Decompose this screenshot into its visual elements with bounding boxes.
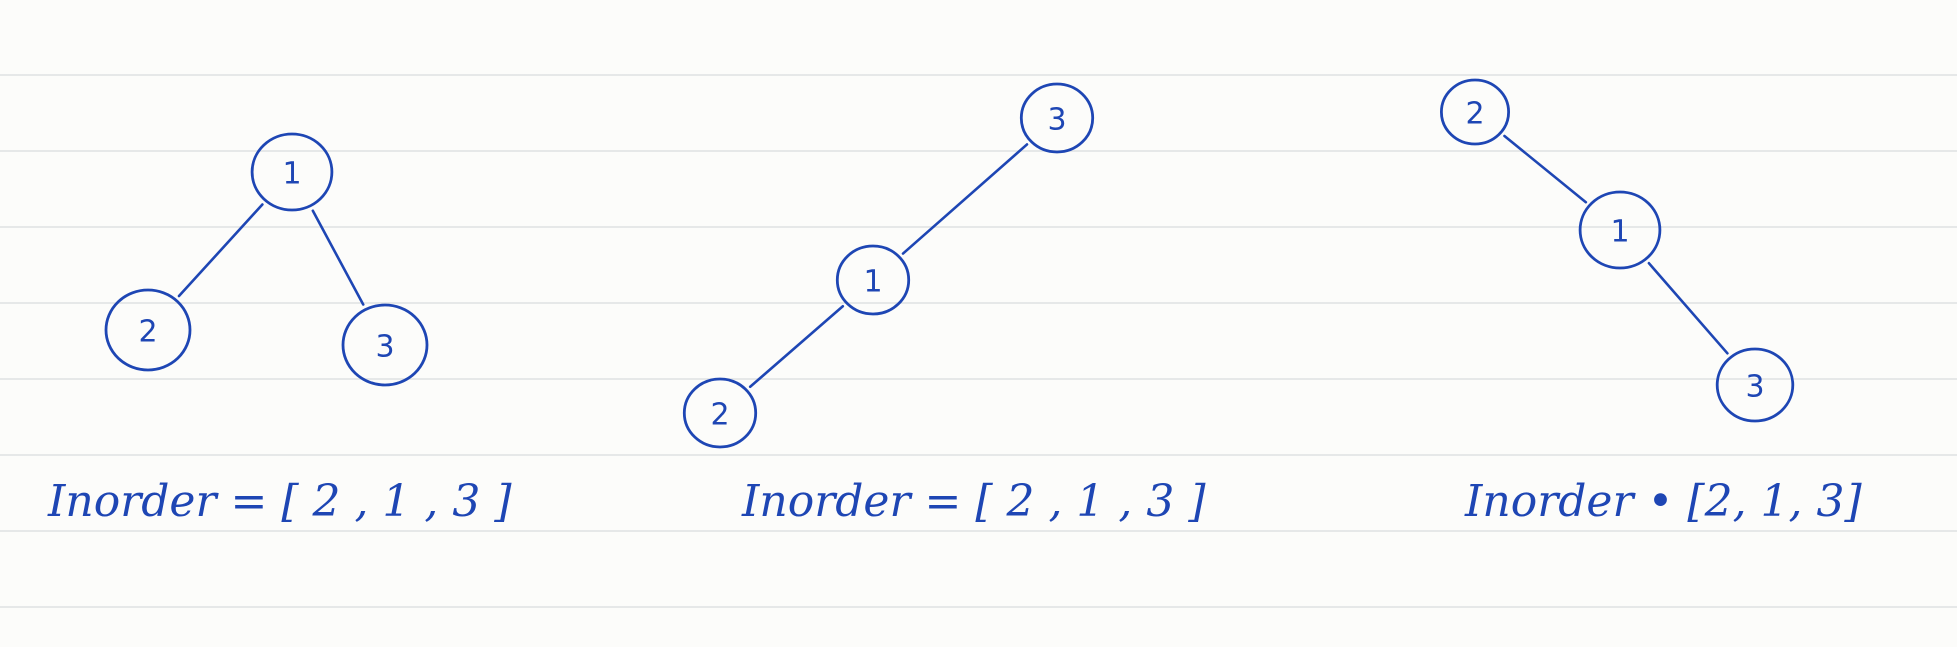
- tree-3-edge: [1647, 261, 1729, 355]
- node-label: 2: [710, 398, 729, 433]
- node-circle: [835, 244, 911, 316]
- tree-3-node-2: 2: [1440, 78, 1511, 146]
- node-circle: [1715, 347, 1795, 423]
- node-circle: [1578, 190, 1662, 270]
- node-circle: [341, 303, 429, 387]
- tree-2-node-2: 2: [682, 377, 758, 449]
- tree-1-caption: Inorder = [ 2 , 1 , 3 ]: [48, 476, 512, 527]
- tree-2: 3 1 2: [682, 82, 1095, 449]
- tree-3-node-3: 3: [1715, 347, 1795, 423]
- node-label: 1: [863, 265, 882, 300]
- tree-1-node-3: 3: [341, 303, 429, 387]
- node-label: 1: [1610, 215, 1629, 250]
- node-circle: [1440, 78, 1511, 146]
- node-label: 2: [138, 315, 157, 350]
- node-label: 2: [1465, 97, 1484, 132]
- tree-1-edge: [177, 203, 264, 298]
- tree-3-edge: [1503, 134, 1588, 204]
- tree-2-node-1: 1: [835, 244, 911, 316]
- tree-1-node-2: 2: [104, 288, 192, 372]
- tree-1-edge: [311, 209, 365, 306]
- node-label: 1: [282, 157, 301, 192]
- tree-3-caption: Inorder • [2, 1, 3]: [1465, 476, 1862, 527]
- node-label: 3: [1745, 370, 1764, 405]
- tree-1: 1 2 3: [104, 132, 429, 387]
- tree-2-edge: [748, 304, 845, 389]
- tree-3-node-1: 1: [1578, 190, 1662, 270]
- tree-2-edge: [901, 143, 1029, 255]
- tree-3: 2 1 3: [1440, 78, 1795, 423]
- node-circle: [682, 377, 758, 449]
- node-label: 3: [375, 330, 394, 365]
- tree-2-node-3: 3: [1019, 82, 1095, 154]
- tree-2-caption: Inorder = [ 2 , 1 , 3 ]: [742, 476, 1206, 527]
- node-circle: [104, 288, 192, 372]
- node-circle: [1019, 82, 1095, 154]
- tree-1-node-1: 1: [250, 132, 334, 212]
- node-circle: [250, 132, 334, 212]
- node-label: 3: [1047, 103, 1066, 138]
